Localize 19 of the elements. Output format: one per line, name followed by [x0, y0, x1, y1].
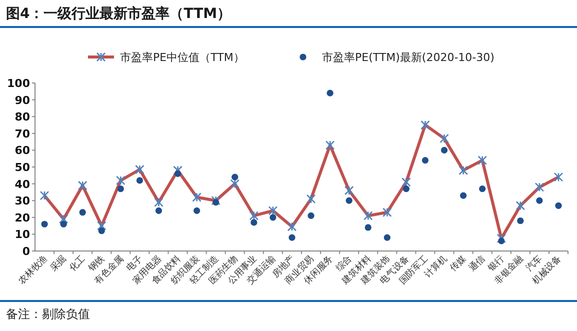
chart-title: 图4：一级行业最新市盈率（TTM） [6, 5, 232, 22]
y-tick-label: 0 [22, 245, 30, 258]
legend-label: 市盈率PE中位值（TTM） [120, 51, 244, 64]
y-tick-label: 80 [14, 110, 30, 124]
y-tick-label: 100 [7, 77, 30, 90]
x-tick-label: 传媒 [448, 253, 468, 274]
x-tick-label: 采掘 [48, 253, 69, 274]
x-tick-label: 化工 [67, 253, 88, 274]
legend-label: 市盈率PE(TTM)最新(2020-10-30) [322, 51, 494, 64]
y-tick-label: 60 [14, 144, 30, 158]
y-tick-label: 90 [14, 94, 30, 107]
y-tick-label: 50 [14, 161, 30, 174]
y-tick-label: 30 [14, 194, 30, 208]
y-tick-label: 70 [14, 127, 30, 140]
y-tick-label: 20 [14, 211, 30, 224]
y-tick-label: 40 [14, 178, 30, 191]
x-tick-label: 通信 [466, 253, 488, 274]
text: 备注：剔除负值 [6, 307, 90, 321]
y-tick-label: 10 [14, 228, 30, 242]
